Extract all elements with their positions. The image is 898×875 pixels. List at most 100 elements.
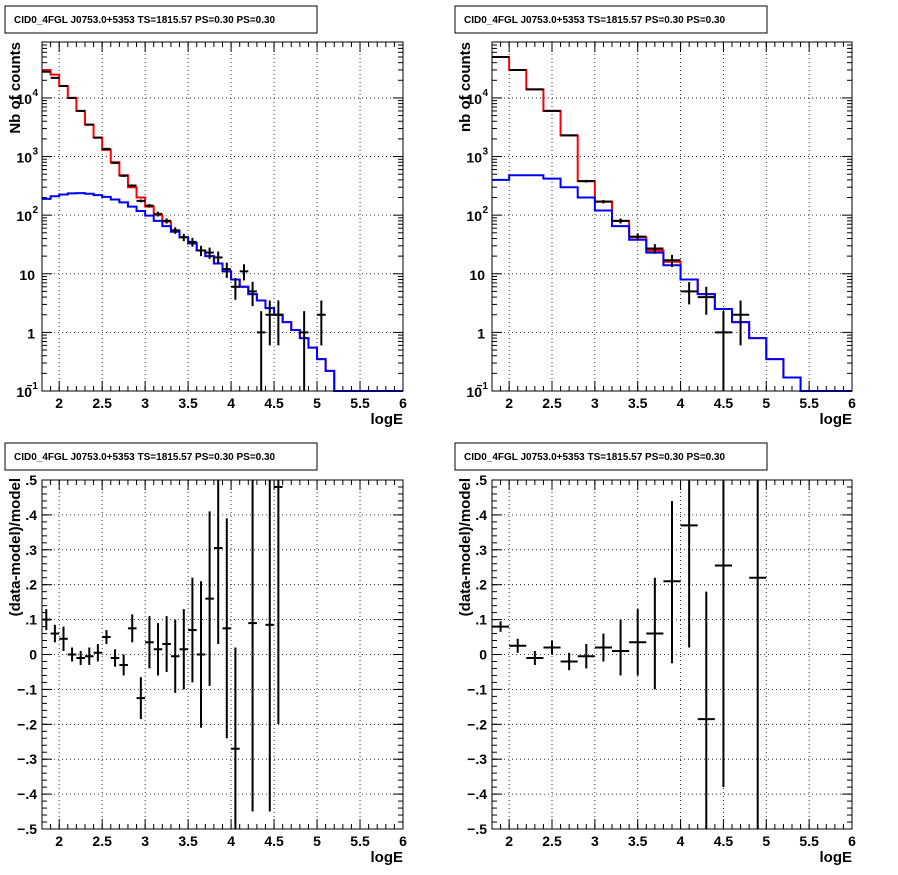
y-axis-label: Nb of counts (7, 42, 24, 134)
data-point (188, 577, 197, 683)
data-point (543, 640, 561, 655)
y-tick-label: 10 (16, 208, 32, 224)
y-tick-label: −.4 (467, 786, 487, 802)
y-tick-label: 10 (16, 91, 32, 107)
data-point (697, 286, 715, 315)
y-tick-label: 10 (469, 267, 485, 283)
data-point (162, 616, 171, 672)
data-point (76, 651, 85, 665)
data-point (239, 264, 249, 281)
data-point (76, 109, 85, 112)
x-axis-label: logE (820, 411, 853, 428)
data-point (102, 147, 111, 150)
y-tick-label: 10 (466, 384, 482, 400)
data-point (188, 237, 197, 247)
data-point (153, 623, 163, 676)
data-point (222, 262, 232, 278)
y-tick-label: .3 (25, 542, 37, 558)
x-tick-label: 6 (399, 395, 407, 411)
x-tick-label: 2 (505, 833, 513, 849)
data-point (629, 609, 647, 676)
plot-area: 2 2.5 3 3.5 4 4.5 5 5.5 6 −.5 −.4 −.3 −.2 −.1 0 .1 .2 .3.… (17, 472, 407, 849)
data-point (170, 227, 180, 234)
data-point (492, 55, 510, 58)
y-tick-label: .1 (475, 612, 487, 628)
x-tick-label: 4.5 (714, 833, 734, 849)
x-tick-label: 5.5 (799, 395, 819, 411)
data-point (179, 609, 189, 690)
data-point (110, 649, 120, 667)
x-tick-label: 4 (227, 833, 235, 849)
data-point (145, 204, 154, 208)
data-point (274, 480, 283, 725)
x-tick-label: 3 (141, 833, 149, 849)
data-point (274, 300, 283, 346)
x-tick-label: 3 (591, 395, 599, 411)
y-tick-label: 10 (466, 91, 482, 107)
data-point (526, 651, 544, 665)
x-tick-label: 5 (762, 395, 770, 411)
data-point (205, 247, 214, 259)
chart-title: CID0_4FGL J0753.0+5353 TS=1815.57 PS=0.3… (14, 15, 276, 26)
data-point (680, 480, 698, 648)
data-point (110, 161, 120, 164)
x-tick-label: 3.5 (628, 395, 648, 411)
data-point (526, 88, 544, 91)
data-point (196, 245, 206, 257)
y-tick-label: .2 (475, 577, 487, 593)
x-tick-label: 5.5 (799, 833, 819, 849)
y-tick-label: −.3 (467, 751, 487, 767)
data-point (59, 626, 68, 652)
y-tick-label: −.1 (17, 681, 37, 697)
y-tick-label: .1 (25, 612, 37, 628)
x-tick-label: 6 (848, 833, 856, 849)
x-tick-label: 3.5 (178, 833, 198, 849)
x-tick-label: 3.5 (628, 833, 648, 849)
data-point (543, 109, 561, 112)
x-axis-label: logE (371, 849, 404, 866)
y-tick-exponent: −1 (477, 381, 489, 392)
data-point (248, 480, 257, 812)
data-point (213, 480, 223, 645)
x-axis-label: logE (820, 849, 853, 866)
x-tick-label: 3 (141, 395, 149, 411)
data-point (153, 211, 163, 217)
data-point (93, 136, 103, 139)
data-point (119, 174, 128, 177)
y-tick-exponent: 2 (482, 205, 488, 216)
x-tick-label: 3 (591, 833, 599, 849)
x-tick-label: 2.5 (92, 833, 112, 849)
y-tick-exponent: 4 (32, 88, 38, 99)
y-tick-exponent: 3 (32, 147, 38, 158)
data-point (170, 619, 180, 693)
y-tick-label: .3 (475, 542, 487, 558)
data-point (629, 233, 647, 241)
data-point (560, 652, 578, 671)
y-tick-label: −.2 (17, 716, 37, 732)
data-point (231, 647, 240, 829)
y-tick-label: −.5 (467, 821, 487, 837)
y-tick-label: 10 (466, 150, 482, 166)
y-tick-label: 1 (27, 325, 35, 341)
data-point (509, 638, 527, 653)
data-point (102, 630, 111, 645)
title-box (454, 442, 768, 471)
x-tick-label: 4 (677, 833, 685, 849)
data-point (119, 654, 128, 676)
data-point (646, 577, 664, 690)
panel-top-right: CID0_4FGL J0753.0+5353 TS=1815.57 PS=0.3… (454, 5, 856, 428)
data-point (67, 96, 77, 99)
data-point (577, 644, 595, 669)
panel-bottom-right: CID0_4FGL J0753.0+5353 TS=1815.57 PS=0.3… (454, 442, 856, 866)
plot-frame (491, 41, 853, 392)
data-point (749, 480, 767, 829)
x-tick-label: 5 (313, 833, 321, 849)
x-tick-label: 2.5 (542, 833, 562, 849)
plot-frame (41, 41, 404, 392)
model-background-histogram (42, 192, 403, 392)
x-tick-label: 2.5 (92, 395, 112, 411)
data-point (213, 251, 223, 264)
data-point (50, 76, 60, 79)
